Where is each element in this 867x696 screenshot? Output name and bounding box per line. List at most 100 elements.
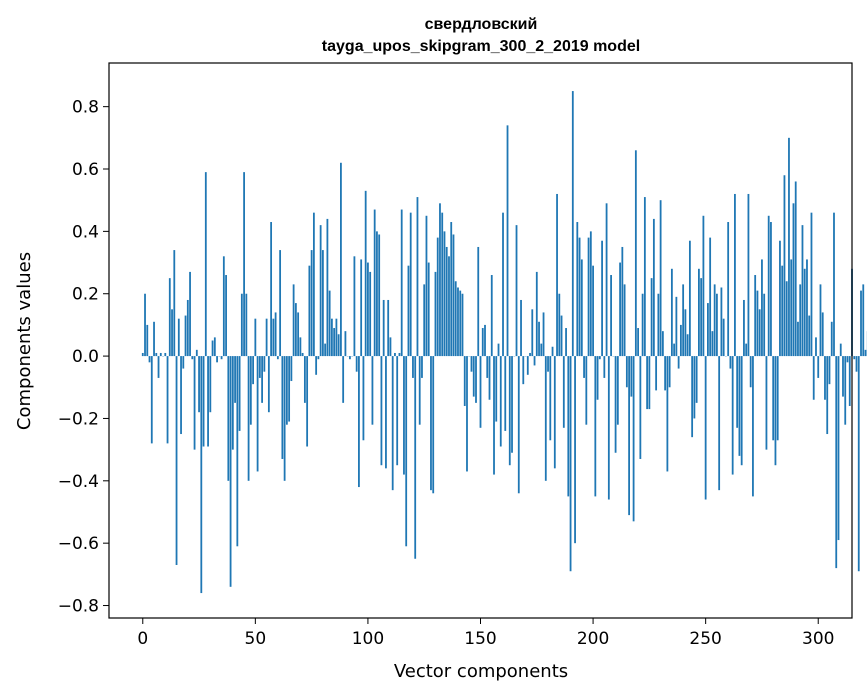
bar-84 bbox=[331, 318, 333, 357]
bar-249 bbox=[702, 215, 705, 357]
bar-146 bbox=[470, 356, 473, 372]
bar-35 bbox=[220, 356, 223, 360]
bar-283 bbox=[779, 240, 781, 357]
bar-55 bbox=[265, 318, 268, 357]
bar-158 bbox=[497, 343, 500, 357]
bar-305 bbox=[828, 356, 831, 385]
bar-270 bbox=[749, 356, 752, 388]
bar-197 bbox=[585, 356, 588, 425]
bar-90 bbox=[344, 331, 347, 357]
bar-137 bbox=[450, 222, 453, 357]
bar-135 bbox=[445, 246, 448, 357]
bar-175 bbox=[535, 271, 538, 357]
bar-166 bbox=[515, 225, 518, 357]
bar-163 bbox=[508, 356, 511, 466]
bar-21 bbox=[189, 271, 191, 357]
bar-149 bbox=[477, 246, 480, 357]
bar-142 bbox=[461, 293, 464, 357]
bar-36 bbox=[222, 256, 225, 357]
bar-287 bbox=[788, 137, 790, 357]
bar-65 bbox=[288, 356, 291, 422]
bar-171 bbox=[526, 356, 529, 375]
bar-243 bbox=[688, 240, 691, 357]
bar-127 bbox=[427, 262, 430, 357]
bar-143 bbox=[463, 356, 466, 406]
bar-211 bbox=[616, 356, 619, 425]
y-tick-label: 0.6 bbox=[72, 160, 99, 180]
bar-172 bbox=[529, 352, 531, 357]
bar-286 bbox=[785, 281, 788, 357]
chart-title-line2: tayga_upos_skipgram_300_2_2019 model bbox=[322, 38, 640, 55]
bar-276 bbox=[763, 293, 766, 357]
bar-14 bbox=[173, 250, 176, 357]
bar-231 bbox=[661, 331, 664, 357]
bar-212 bbox=[619, 262, 621, 357]
bar-285 bbox=[783, 175, 786, 357]
bar-186 bbox=[560, 315, 563, 357]
bar-107 bbox=[382, 299, 385, 357]
bar-71 bbox=[301, 352, 304, 357]
bar-232 bbox=[664, 356, 667, 391]
bar-61 bbox=[279, 250, 282, 357]
bar-294 bbox=[803, 268, 806, 357]
bar-236 bbox=[673, 343, 676, 357]
bar-183 bbox=[553, 356, 556, 469]
bar-73 bbox=[306, 356, 309, 447]
bar-321 bbox=[864, 349, 867, 357]
x-tick-label: 200 bbox=[577, 629, 609, 649]
bar-82 bbox=[326, 218, 329, 357]
bar-203 bbox=[598, 356, 601, 360]
bar-205 bbox=[603, 356, 606, 378]
bar-132 bbox=[439, 203, 441, 357]
bar-251 bbox=[707, 303, 709, 357]
bar-164 bbox=[511, 356, 513, 453]
bar-108 bbox=[385, 356, 387, 469]
bar-43 bbox=[238, 356, 241, 431]
bar-293 bbox=[801, 225, 804, 357]
bar-233 bbox=[666, 356, 669, 472]
bar-254 bbox=[713, 284, 716, 357]
bar-148 bbox=[475, 356, 477, 403]
bar-66 bbox=[290, 356, 293, 382]
bar-101 bbox=[369, 271, 372, 357]
bar-195 bbox=[580, 259, 583, 357]
bar-302 bbox=[821, 312, 824, 357]
bar-series bbox=[141, 91, 867, 594]
bar-123 bbox=[418, 356, 421, 425]
bar-262 bbox=[731, 356, 734, 475]
bar-320 bbox=[862, 284, 865, 357]
x-axis-label: Vector components bbox=[394, 661, 568, 682]
bar-4 bbox=[150, 356, 153, 444]
y-tick-label: −0.6 bbox=[58, 534, 99, 554]
bar-317 bbox=[855, 356, 858, 372]
bar-252 bbox=[709, 237, 712, 357]
bar-15 bbox=[175, 356, 178, 565]
bar-154 bbox=[488, 356, 491, 400]
bar-78 bbox=[317, 356, 320, 360]
x-tick-label: 150 bbox=[464, 629, 496, 649]
bar-46 bbox=[245, 293, 248, 357]
bar-100 bbox=[367, 262, 369, 357]
bar-57 bbox=[270, 222, 273, 357]
bar-241 bbox=[684, 309, 687, 357]
bar-313 bbox=[846, 356, 849, 363]
x-tick-label: 0 bbox=[137, 629, 148, 649]
bar-147 bbox=[472, 356, 475, 397]
bar-120 bbox=[412, 356, 414, 378]
bar-19 bbox=[184, 315, 187, 357]
bar-239 bbox=[679, 324, 682, 357]
y-tick-label: −0.4 bbox=[58, 472, 99, 492]
bar-202 bbox=[596, 356, 599, 400]
bar-76 bbox=[312, 212, 315, 357]
bar-152 bbox=[484, 324, 486, 357]
bar-112 bbox=[394, 352, 396, 357]
bar-193 bbox=[576, 222, 579, 357]
bar-24 bbox=[195, 349, 198, 357]
bar-234 bbox=[668, 356, 671, 388]
bar-54 bbox=[263, 356, 266, 372]
bar-266 bbox=[740, 356, 743, 466]
bar-191 bbox=[571, 91, 574, 357]
bar-138 bbox=[452, 234, 455, 357]
bar-129 bbox=[432, 356, 435, 494]
bar-113 bbox=[396, 356, 399, 466]
